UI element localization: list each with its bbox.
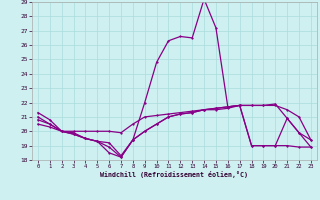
X-axis label: Windchill (Refroidissement éolien,°C): Windchill (Refroidissement éolien,°C) [100, 171, 248, 178]
